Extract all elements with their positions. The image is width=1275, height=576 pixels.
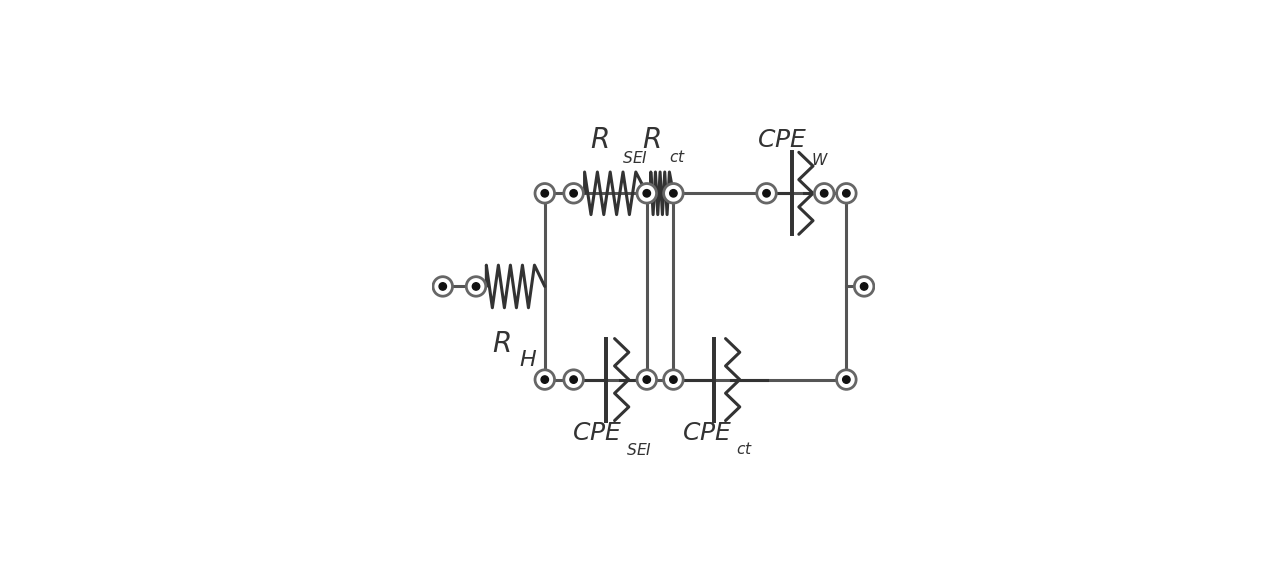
Circle shape	[643, 376, 650, 383]
Circle shape	[762, 190, 770, 197]
Circle shape	[638, 184, 657, 203]
Circle shape	[821, 190, 827, 197]
Circle shape	[669, 190, 677, 197]
Circle shape	[570, 376, 578, 383]
Text: $_{SEI}$: $_{SEI}$	[626, 438, 652, 458]
Text: $R$: $R$	[492, 330, 511, 358]
Circle shape	[757, 184, 776, 203]
Circle shape	[861, 283, 868, 290]
Circle shape	[564, 370, 584, 389]
Text: $CPE$: $CPE$	[571, 421, 622, 445]
Circle shape	[836, 370, 856, 389]
Text: $_{ct}$: $_{ct}$	[669, 146, 686, 166]
Circle shape	[541, 190, 548, 197]
Circle shape	[541, 376, 548, 383]
Text: $_{SEI}$: $_{SEI}$	[621, 146, 648, 166]
Circle shape	[434, 276, 453, 296]
Circle shape	[836, 184, 856, 203]
Circle shape	[467, 276, 486, 296]
Circle shape	[570, 190, 578, 197]
Text: $_{ct}$: $_{ct}$	[736, 438, 754, 458]
Circle shape	[643, 190, 650, 197]
Circle shape	[439, 283, 446, 290]
Circle shape	[815, 184, 834, 203]
Text: $R$: $R$	[590, 126, 608, 154]
Circle shape	[669, 376, 677, 383]
Circle shape	[472, 283, 479, 290]
Text: $_W$: $_W$	[811, 148, 829, 168]
Circle shape	[564, 184, 584, 203]
Circle shape	[638, 370, 657, 389]
Circle shape	[843, 376, 850, 383]
Circle shape	[843, 190, 850, 197]
Circle shape	[664, 184, 683, 203]
Circle shape	[854, 276, 873, 296]
Circle shape	[536, 184, 555, 203]
Text: $CPE$: $CPE$	[757, 128, 807, 152]
Text: $H$: $H$	[519, 350, 537, 370]
Text: $CPE$: $CPE$	[682, 421, 732, 445]
Circle shape	[536, 370, 555, 389]
Circle shape	[664, 370, 683, 389]
Text: $R$: $R$	[641, 126, 660, 154]
